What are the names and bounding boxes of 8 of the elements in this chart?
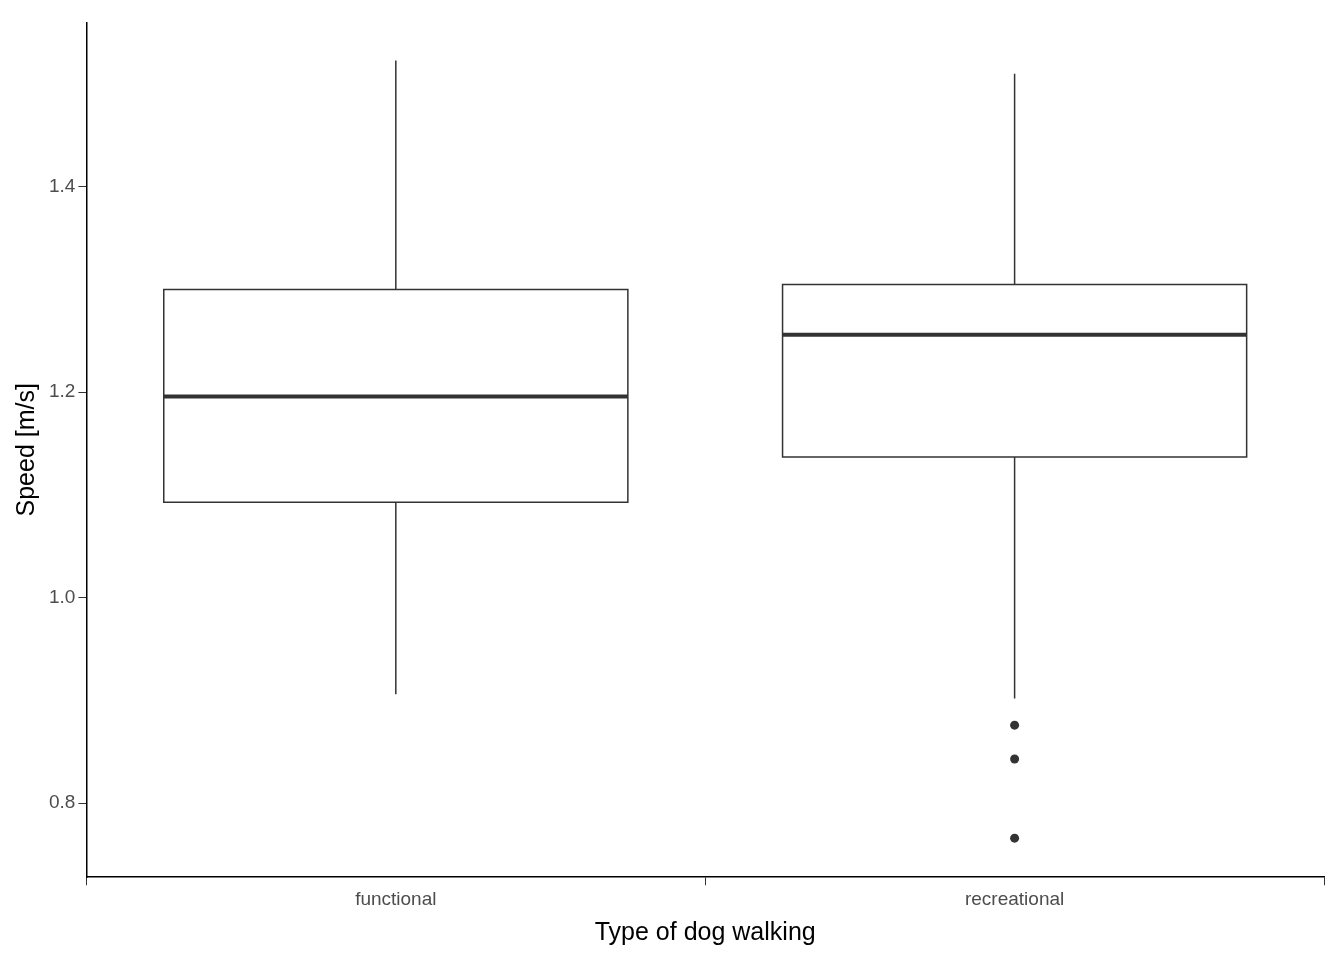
- y-axis-title: Speed [m/s]: [10, 383, 39, 517]
- y-tick-label: 0.8: [48, 791, 76, 813]
- x-axis-title: Type of dog walking: [594, 916, 816, 945]
- y-tick-label: 1.4: [48, 175, 76, 197]
- y-tick-label: 1.2: [48, 380, 76, 402]
- x-tick-label: functional: [355, 887, 437, 909]
- x-tick-label: recreational: [964, 887, 1065, 909]
- y-tick-label: 1.0: [48, 585, 76, 607]
